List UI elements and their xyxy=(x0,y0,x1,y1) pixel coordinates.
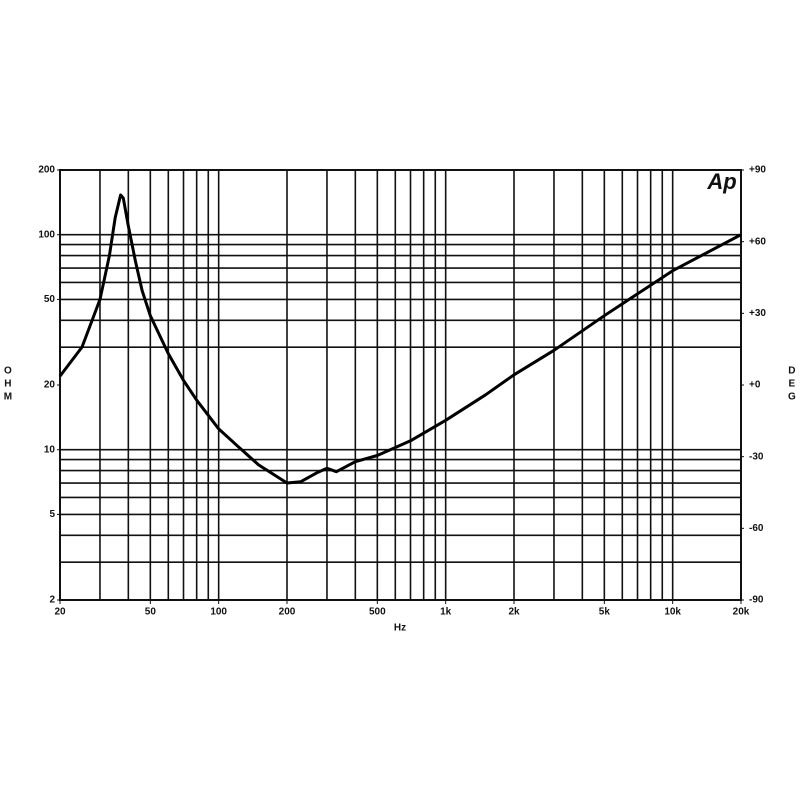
x-tick-label: 500 xyxy=(369,607,386,618)
logo: Ap xyxy=(706,169,736,194)
y-tick-label: 2 xyxy=(49,595,55,606)
y-tick-label: 5 xyxy=(49,509,55,520)
y2-tick-label: +90 xyxy=(749,165,766,176)
x-axis-label: Hz xyxy=(394,623,406,634)
impedance-line xyxy=(58,193,742,485)
x-tick-label: 20k xyxy=(733,607,750,618)
y-tick-label: 50 xyxy=(44,294,56,305)
y2-tick-label: +0 xyxy=(749,380,761,391)
y2-axis-label: DEG xyxy=(786,366,797,405)
y-tick-label: 20 xyxy=(44,380,56,391)
y2-tick-label: -30 xyxy=(749,451,764,462)
y2-tick-label: -90 xyxy=(749,595,764,606)
x-tick-label: 50 xyxy=(145,607,157,618)
y2-tick-label: -60 xyxy=(749,523,764,534)
x-tick-label: 2k xyxy=(508,607,520,618)
x-tick-label: 1k xyxy=(440,607,452,618)
x-tick-label: 20 xyxy=(54,607,66,618)
y2-tick-label: +60 xyxy=(749,236,766,247)
y-tick-label: 100 xyxy=(38,229,55,240)
y-tick-label: 10 xyxy=(44,444,56,455)
y-tick-label: 200 xyxy=(38,165,55,176)
x-tick-label: 5k xyxy=(599,607,611,618)
y-axis-label: OHM xyxy=(2,366,13,405)
x-tick-label: 10k xyxy=(664,607,681,618)
x-tick-label: 200 xyxy=(279,607,296,618)
y2-tick-label: +30 xyxy=(749,308,766,319)
x-tick-label: 100 xyxy=(210,607,227,618)
